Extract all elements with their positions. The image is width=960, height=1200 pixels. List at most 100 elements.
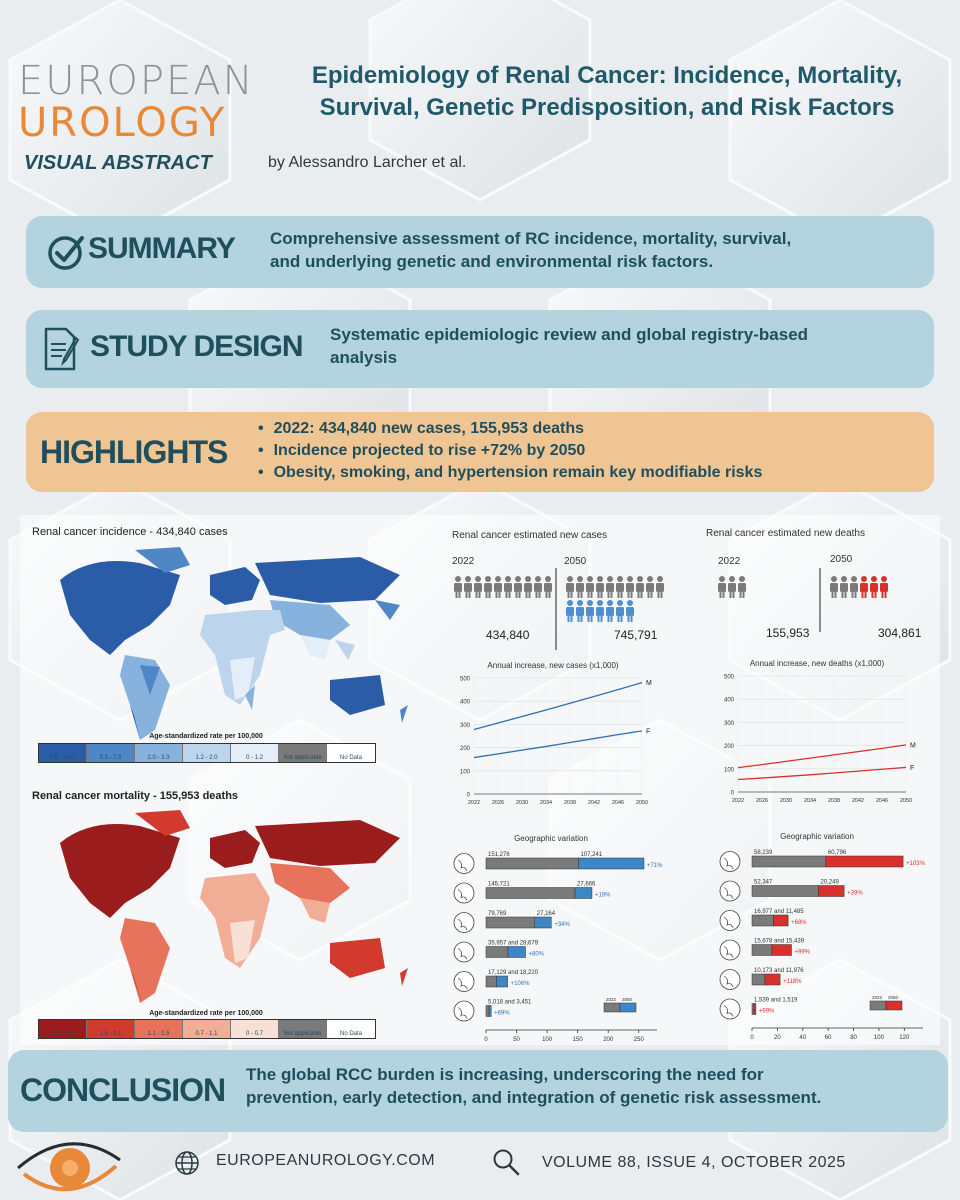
line-chart-title: Annual increase, new deaths (x1,000) xyxy=(750,659,885,668)
website-link[interactable]: EUROPEANUROLOGY.COM xyxy=(216,1152,436,1169)
x-tick-label: 60 xyxy=(825,1035,832,1041)
x-tick-label: 2022 xyxy=(732,798,744,804)
bar-increase-label: 60,796 xyxy=(828,850,847,856)
bar-2022 xyxy=(751,973,766,986)
incidence-legend-cell: 7.5 - 14.1 xyxy=(39,744,87,762)
bar-2050-increase xyxy=(534,916,552,929)
mortality-legend-title: Age-standardized rate per 100,000 xyxy=(149,1010,263,1017)
bar-percent-label: +39% xyxy=(847,891,863,897)
legend-swatch xyxy=(869,1000,887,1011)
legend-swatch xyxy=(885,1000,903,1011)
new-cases-2022-value: 434,840 xyxy=(486,628,530,642)
x-tick-label: 0 xyxy=(750,1035,754,1041)
region-outline xyxy=(723,857,734,870)
y-tick-label: 0 xyxy=(467,793,471,799)
highlight-item: Incidence projected to rise +72% by 2050 xyxy=(258,440,762,462)
geo-row: 10,173 and 11,976 +118% xyxy=(719,968,804,990)
bar-increase-label: 27,666 xyxy=(577,882,596,888)
person-icon xyxy=(576,600,584,622)
series-line-F xyxy=(737,766,907,781)
bar-2050-increase xyxy=(496,975,508,988)
person-icon xyxy=(830,576,838,598)
region-globe-icon xyxy=(719,910,741,931)
line-chart-title: Annual increase, new cases (x1,000) xyxy=(487,661,619,670)
person-icon xyxy=(840,576,848,598)
bar-2050-increase xyxy=(574,887,593,899)
bar-2022 xyxy=(751,944,773,956)
bar-2022 xyxy=(751,1003,755,1015)
series-label: M xyxy=(910,742,916,749)
new-deaths-year-2050: 2050 xyxy=(830,554,853,565)
mortality-legend-cell: No Data xyxy=(327,1020,375,1038)
mortality-map-shapes xyxy=(60,810,408,1003)
study-design-text-line-1: Systematic epidemiologic review and glob… xyxy=(330,325,809,344)
incidence-legend-title: Age-standardized rate per 100,000 xyxy=(149,733,263,740)
geo-row: 151,276 107,241 +71% xyxy=(453,852,663,874)
study-design-panel: STUDY DESIGN Systematic epidemiologic re… xyxy=(26,310,934,388)
study-design-label: STUDY DESIGN xyxy=(90,330,303,363)
summary-text-line-2: and underlying genetic and environmental… xyxy=(270,251,714,271)
legend-label: 2022 xyxy=(606,997,617,1002)
series-line-F xyxy=(473,730,643,759)
summary-text-line-1: Comprehensive assessment of RC incidence… xyxy=(270,229,792,248)
study-design-text: Systematic epidemiologic review and glob… xyxy=(330,324,920,370)
x-tick-label: 2026 xyxy=(756,798,768,804)
person-icon xyxy=(646,576,654,598)
region-globe-icon xyxy=(453,1000,475,1022)
x-tick-label: 40 xyxy=(799,1035,806,1041)
person-icon xyxy=(728,576,736,598)
region-globe-icon xyxy=(453,912,475,933)
bar-2050-increase xyxy=(488,1005,492,1017)
x-tick-label: 2030 xyxy=(516,800,528,806)
bar-2050-increase xyxy=(825,855,904,868)
bar-value-label: 145,721 xyxy=(488,882,510,888)
geo-row: 17,129 and 18,220 +106% xyxy=(453,970,539,992)
document-edit-icon xyxy=(44,327,80,371)
new-cases-year-2022: 2022 xyxy=(452,556,475,567)
bar-percent-label: +19% xyxy=(595,893,611,899)
region-outline xyxy=(457,889,468,901)
region-outline xyxy=(457,948,468,960)
bar-2050-increase xyxy=(578,857,645,870)
x-tick-label: 2038 xyxy=(564,800,576,806)
region-outline xyxy=(723,887,734,899)
bar-percent-label: +99% xyxy=(759,1009,775,1015)
new-deaths-2050-value: 304,861 xyxy=(878,626,922,640)
region-globe-icon xyxy=(453,853,475,874)
conclusion-text-line-1: The global RCC burden is increasing, und… xyxy=(246,1065,764,1084)
author-line: by Alessandro Larcher et al. xyxy=(268,154,467,171)
new-deaths-year-2022: 2022 xyxy=(718,556,741,567)
geographic-variation-cases-chart: Geographic variation 151,276 107,241 +71% 14… xyxy=(453,834,663,1043)
person-icon xyxy=(576,576,584,598)
region-globe-icon xyxy=(719,851,741,872)
y-tick-label: 200 xyxy=(460,746,471,752)
visual-abstract-label: VISUAL ABSTRACT xyxy=(24,152,212,174)
x-tick-label: 100 xyxy=(874,1035,885,1041)
title-line-2: Survival, Genetic Predisposition, and Ri… xyxy=(319,93,895,121)
legend-swatch xyxy=(603,1002,621,1013)
x-tick-label: 2038 xyxy=(828,798,840,804)
x-tick-label: 200 xyxy=(603,1037,614,1043)
bar-2022 xyxy=(485,975,497,988)
bar-2050-increase xyxy=(771,944,792,956)
bar-2022 xyxy=(751,855,827,868)
person-icon xyxy=(534,576,542,598)
geo-row: 58,239 60,796 +103% xyxy=(719,850,926,872)
region-globe-icon xyxy=(719,939,741,961)
new-cases-2050-value: 745,791 xyxy=(614,628,658,642)
x-tick-label: 2046 xyxy=(612,800,624,806)
legend-label: 2022 xyxy=(872,995,883,1000)
conclusion-label: CONCLUSION xyxy=(20,1072,226,1108)
bar-2022 xyxy=(751,914,774,927)
mortality-world-map xyxy=(60,810,408,1003)
person-icon xyxy=(566,600,574,622)
x-tick-label: 100 xyxy=(542,1037,553,1043)
person-icon xyxy=(616,600,624,622)
region-globe-icon xyxy=(453,971,475,992)
x-tick-label: 2050 xyxy=(636,800,648,806)
eye-logo-icon xyxy=(17,1142,121,1192)
bar-2050-increase xyxy=(818,885,845,897)
geo-row: 35,957 and 28,679 +80% xyxy=(453,941,545,963)
incidence-map-shapes xyxy=(60,547,408,740)
incidence-legend-cell: 3.3 - 7.5 xyxy=(87,744,135,762)
